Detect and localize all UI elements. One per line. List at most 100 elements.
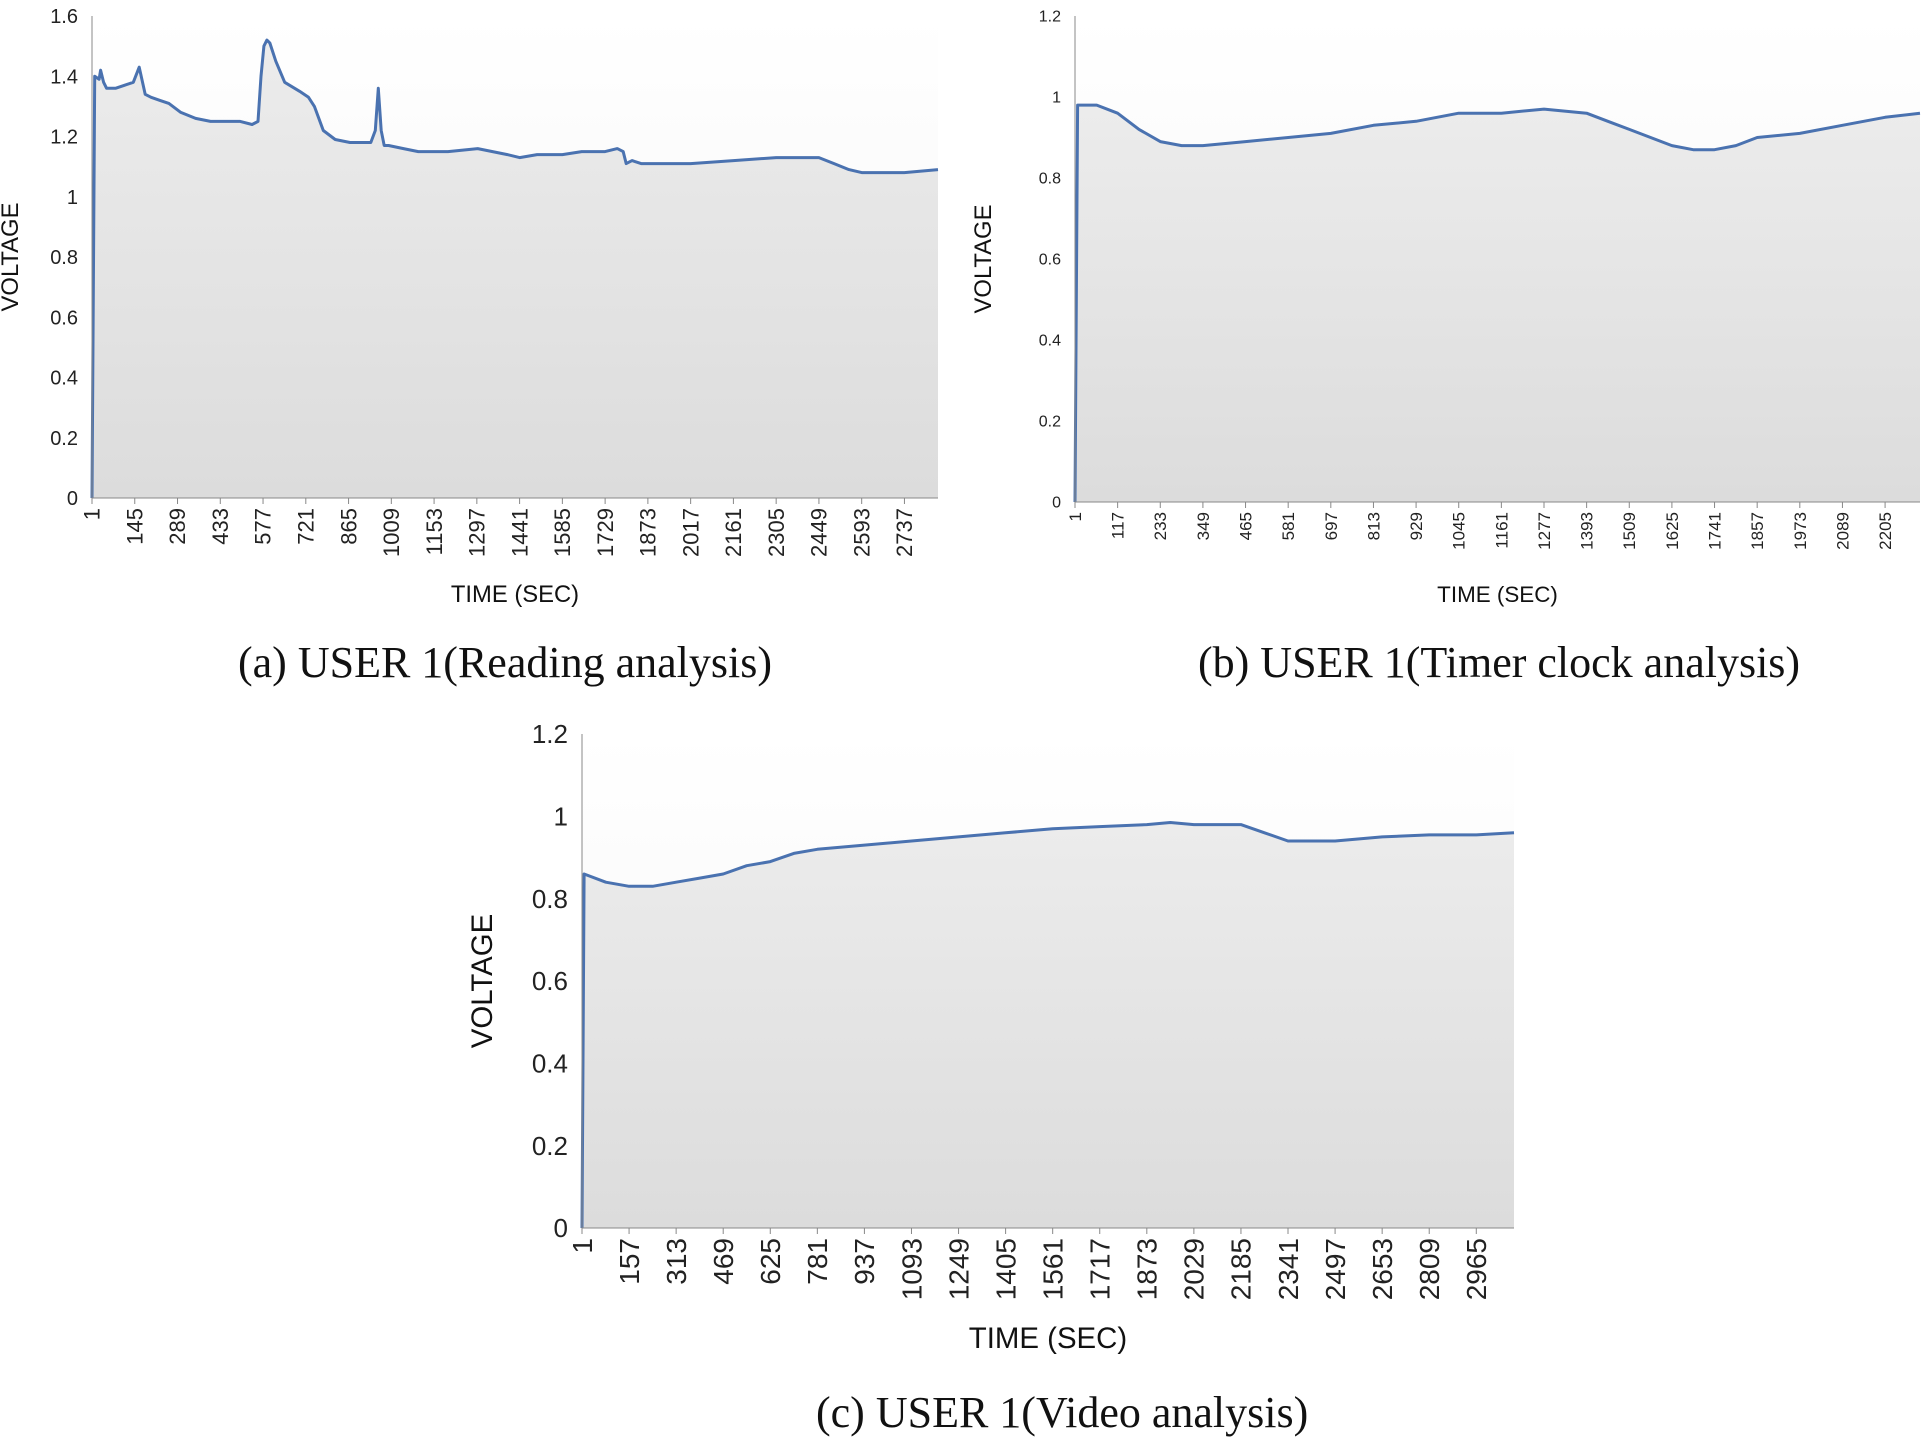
x-tick-label: 313: [661, 1238, 692, 1285]
series-line: [580, 821, 1515, 1229]
x-tick-label: 577: [251, 508, 276, 545]
x-tick-label: 1009: [379, 508, 404, 557]
y-tick-label: 0.2: [1039, 414, 1061, 431]
x-tick-label: 1045: [1450, 512, 1469, 550]
x-tick-label: 1: [80, 508, 105, 520]
x-tick-label: 2653: [1367, 1238, 1398, 1300]
x-tick-label: 1277: [1535, 512, 1554, 550]
x-tick-label: 469: [708, 1238, 739, 1285]
x-tick-label: 2017: [678, 508, 703, 557]
x-tick-label: 937: [849, 1238, 880, 1285]
x-tick-label: 1585: [550, 508, 575, 557]
x-tick-label: 289: [165, 508, 190, 545]
x-tick-label: 2497: [1320, 1238, 1351, 1300]
y-axis-title: VOLTAGE: [0, 203, 24, 312]
caption-b: (b) USER 1(Timer clock analysis): [1198, 638, 1801, 687]
x-tick-label: 1: [567, 1238, 598, 1254]
y-tick-label: 0.8: [1039, 171, 1061, 188]
y-tick-label: 1.2: [1039, 9, 1061, 26]
x-tick-label: 1393: [1578, 512, 1597, 550]
x-tick-label: 2809: [1414, 1238, 1445, 1300]
x-tick-label: 1441: [507, 508, 532, 557]
series-line: [1073, 103, 1921, 503]
x-tick-label: 1297: [465, 508, 490, 557]
x-tick-label: 2449: [807, 508, 832, 557]
caption-a: (a) USER 1(Reading analysis): [238, 638, 772, 687]
y-tick-label: 1: [1052, 90, 1061, 107]
x-tick-label: 349: [1194, 512, 1213, 540]
series-area: [92, 40, 938, 498]
x-tick-label: 2205: [1876, 512, 1895, 550]
series-area: [1075, 105, 1920, 502]
x-tick-label: 2305: [764, 508, 789, 557]
x-axis-title: TIME (SEC): [1437, 582, 1558, 607]
y-tick-label: 1.4: [50, 66, 78, 88]
x-tick-label: 1741: [1705, 512, 1724, 550]
x-tick-label: 2341: [1273, 1238, 1304, 1300]
x-axis-title: TIME (SEC): [451, 581, 579, 608]
x-tick-label: 2965: [1461, 1238, 1492, 1300]
x-tick-label: 157: [614, 1238, 645, 1285]
series-area: [582, 822, 1514, 1228]
x-tick-label: 2161: [721, 508, 746, 557]
y-tick-label: 1.2: [50, 127, 78, 149]
y-tick-label: 0.2: [532, 1131, 568, 1161]
y-tick-label: 0: [1052, 495, 1061, 512]
series-line: [90, 38, 939, 499]
x-tick-label: 625: [755, 1238, 786, 1285]
x-tick-label: 1717: [1085, 1238, 1116, 1300]
y-tick-label: 0.8: [532, 884, 568, 914]
y-tick-label: 1: [67, 187, 78, 209]
x-tick-label: 865: [336, 508, 361, 545]
x-tick-label: 1: [1066, 512, 1085, 521]
x-tick-label: 2737: [892, 508, 917, 557]
y-tick-label: 1.6: [50, 6, 78, 28]
y-tick-label: 0.4: [1039, 333, 1061, 350]
x-tick-label: 233: [1151, 512, 1170, 540]
chart-a: 0 0.2 0.4 0.6 0.8 1 1.2 1.4 1.6 1 145 289 433 577 721 8…: [0, 6, 939, 608]
x-tick-label: 1161: [1492, 512, 1511, 549]
x-tick-label: 781: [802, 1238, 833, 1285]
x-tick-label: 2185: [1226, 1238, 1257, 1300]
y-tick-label: 0.4: [50, 368, 78, 390]
x-tick-label: 1873: [636, 508, 661, 557]
x-tick-label: 697: [1322, 512, 1341, 540]
chart-c: 0 0.2 0.4 0.6 0.8 1 1.2 1 157 313 469 625 781 937 1093…: [466, 719, 1515, 1355]
x-tick-label: 813: [1364, 512, 1383, 540]
x-axis-title: TIME (SEC): [969, 1322, 1127, 1355]
y-tick-label: 0: [67, 488, 78, 510]
x-tick-label: 1509: [1620, 512, 1639, 550]
x-tick-label: 929: [1407, 512, 1426, 540]
x-tick-label: 1857: [1748, 512, 1767, 550]
x-tick-label: 1249: [943, 1238, 974, 1300]
y-tick-label: 0.6: [532, 966, 568, 996]
x-tick-label: 1405: [990, 1238, 1021, 1300]
caption-c: (c) USER 1(Video analysis): [816, 1388, 1309, 1437]
x-tick-label: 1729: [593, 508, 618, 557]
y-axis-title: VOLTAGE: [466, 914, 499, 1048]
x-tick-label: 1625: [1663, 512, 1682, 550]
y-tick-label: 0.6: [1039, 252, 1061, 269]
y-axis-title: VOLTAGE: [970, 205, 997, 314]
x-tick-label: 433: [208, 508, 233, 545]
y-tick-label: 0: [554, 1213, 568, 1243]
x-tick-label: 2593: [849, 508, 874, 557]
y-tick-label: 0.2: [50, 428, 78, 450]
x-tick-label: 145: [122, 508, 147, 545]
x-tick-label: 2089: [1833, 512, 1852, 550]
y-tick-label: 0.4: [532, 1048, 568, 1078]
y-tick-label: 1: [554, 801, 568, 831]
x-tick-label: 117: [1109, 512, 1128, 539]
y-tick-label: 0.8: [50, 247, 78, 269]
x-tick-label: 1093: [896, 1238, 927, 1300]
x-tick-label: 1561: [1037, 1238, 1068, 1300]
x-tick-label: 721: [294, 508, 319, 545]
y-tick-label: 1.2: [532, 719, 568, 749]
x-tick-label: 1873: [1132, 1238, 1163, 1300]
x-tick-label: 1973: [1791, 512, 1810, 550]
chart-b: 0 0.2 0.4 0.6 0.8 1 1.2 1 117 233 349 465 581 697 813 9…: [970, 9, 1921, 607]
x-tick-label: 465: [1236, 512, 1255, 540]
x-tick-label: 1153: [422, 508, 447, 555]
x-tick-label: 581: [1279, 512, 1298, 540]
y-tick-label: 0.6: [50, 307, 78, 329]
